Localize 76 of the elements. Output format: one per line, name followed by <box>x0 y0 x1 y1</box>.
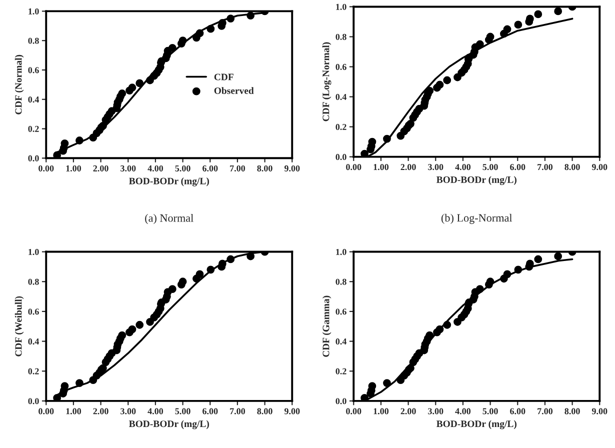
x-tick-label: 1.00 <box>374 408 389 414</box>
text: (b) Log-Normal <box>441 214 512 224</box>
y-tick-label: 0.4 <box>28 96 40 103</box>
x-tick-label: 1.00 <box>374 164 389 170</box>
x-tick-label: 8.00 <box>564 164 580 170</box>
y-tick-label: 0.6 <box>28 308 39 315</box>
x-tick-label: 0.00 <box>346 164 362 170</box>
y-tick-label: 0.8 <box>336 34 346 40</box>
text: (a) Normal <box>145 214 194 224</box>
x-tick-label: 9.00 <box>284 165 300 172</box>
x-tick-label: 6.00 <box>202 408 218 414</box>
x-tick-label: 9.00 <box>592 408 608 414</box>
x-tick-label: 1.00 <box>66 408 82 414</box>
x-tick-label: 2.00 <box>93 408 108 414</box>
x-axis-title: BOD-BODr (mg/L) <box>436 420 516 430</box>
x-tick-label: 5.00 <box>482 408 498 414</box>
y-tick-label: 0.0 <box>28 155 39 162</box>
y-axis-title: CDF (Gamma) <box>322 296 332 357</box>
x-tick-label: 2.00 <box>400 408 416 414</box>
y-tick-label: 0.0 <box>336 398 346 404</box>
x-tick-label: 6.00 <box>510 408 526 414</box>
y-tick-label: 0.8 <box>28 278 39 285</box>
y-tick-label: 0.2 <box>336 368 346 374</box>
y-tick-label: 0.4 <box>336 338 347 345</box>
x-tick-label: 7.00 <box>538 164 553 170</box>
y-tick-label: 0.4 <box>28 338 40 345</box>
y-tick-label: 0.2 <box>336 124 346 130</box>
y-axis-title: CDF (Log-Normal) <box>322 42 332 122</box>
x-tick-label: 3.00 <box>428 408 444 414</box>
x-tick-label: 3.00 <box>428 164 444 170</box>
x-tick-label: 0.00 <box>346 408 362 414</box>
x-tick-label: 6.00 <box>510 164 526 170</box>
x-tick-label: 0.00 <box>38 408 54 414</box>
x-tick-label: 9.00 <box>592 164 608 170</box>
legend-label: CDF <box>214 74 234 80</box>
x-tick-label: 2.00 <box>93 165 108 172</box>
y-tick-label: 0.6 <box>336 64 346 70</box>
x-tick-label: 4.00 <box>148 408 164 414</box>
x-tick-label: 3.00 <box>120 408 136 414</box>
x-tick-label: 7.00 <box>230 165 246 172</box>
y-tick-label: 0.8 <box>336 278 346 285</box>
x-tick-label: 4.00 <box>148 165 164 172</box>
y-tick-label: 0.2 <box>28 368 39 374</box>
x-tick-label: 8.00 <box>257 408 272 414</box>
y-axis-title: CDF (Normal) <box>14 54 24 114</box>
y-tick-label: 0.6 <box>28 67 39 74</box>
y-tick-label: 1.0 <box>336 4 346 10</box>
x-tick-label: 8.00 <box>257 165 272 172</box>
y-tick-label: 1.0 <box>28 248 39 256</box>
x-tick-label: 5.00 <box>482 164 498 170</box>
x-tick-label: 0.00 <box>38 165 54 172</box>
y-tick-label: 0.6 <box>336 308 346 315</box>
x-tick-label: 5.00 <box>175 165 190 172</box>
x-tick-label: 8.00 <box>564 408 580 414</box>
x-tick-label: 1.00 <box>66 165 82 172</box>
x-tick-label: 7.00 <box>230 408 246 414</box>
y-tick-label: 0.4 <box>336 94 347 100</box>
x-axis-title: BOD-BODr (mg/L) <box>129 420 209 430</box>
y-axis-title: CDF (Weibull) <box>14 296 24 356</box>
y-tick-label: 1.0 <box>28 8 39 14</box>
y-tick-label: 0.0 <box>336 154 346 160</box>
x-axis-title: BOD-BODr (mg/L) <box>129 177 209 186</box>
y-tick-label: 0.2 <box>28 126 39 132</box>
x-tick-label: 9.00 <box>284 408 300 414</box>
y-tick-label: 0.8 <box>28 38 39 44</box>
x-tick-label: 4.00 <box>455 408 471 414</box>
x-tick-label: 4.00 <box>455 164 471 170</box>
x-tick-label: 3.00 <box>120 165 136 172</box>
x-tick-label: 7.00 <box>538 408 553 414</box>
x-tick-label: 2.00 <box>400 164 416 170</box>
y-tick-label: 1.0 <box>336 248 346 256</box>
x-tick-label: 5.00 <box>175 408 190 414</box>
legend-label: Observed <box>214 87 254 94</box>
y-tick-label: 0.0 <box>28 398 39 404</box>
x-axis-title: BOD-BODr (mg/L) <box>436 176 516 185</box>
x-tick-label: 6.00 <box>202 165 218 172</box>
